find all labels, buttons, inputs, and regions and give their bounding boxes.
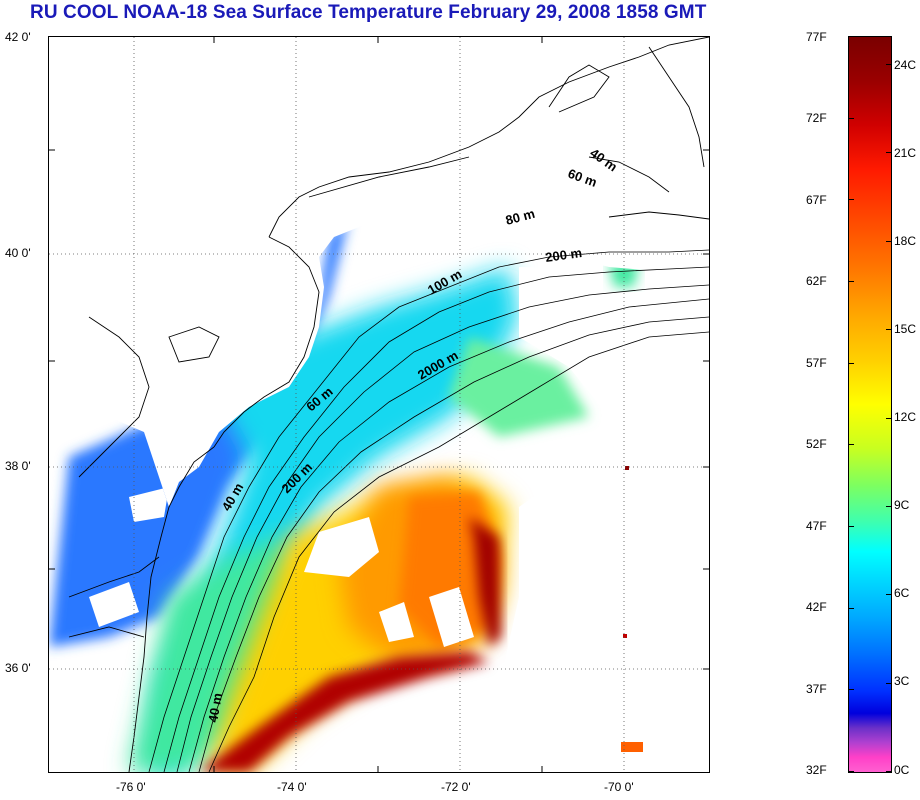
colorbar-f-label: 62F bbox=[806, 274, 827, 288]
colorbar-tick bbox=[886, 64, 892, 65]
colorbar-tick bbox=[848, 118, 854, 119]
colorbar-tick bbox=[886, 241, 892, 242]
colorbar-f-label: 32F bbox=[806, 763, 827, 777]
sst-map: 40 m 60 m 80 m 200 m 100 m 2000 m 60 m 2… bbox=[48, 36, 710, 773]
contour-label: 60 m bbox=[566, 166, 599, 190]
bathymetry-contours bbox=[148, 249, 709, 772]
lon-label: -74 0' bbox=[277, 780, 307, 794]
colorbar-c-label: 6C bbox=[894, 586, 910, 600]
coastline bbox=[68, 37, 709, 772]
contour-label: 40 m bbox=[205, 692, 225, 724]
colorbar-c-label: 21C bbox=[894, 146, 917, 160]
colorbar-tick bbox=[848, 444, 854, 445]
colorbar-tick bbox=[848, 689, 854, 690]
colorbar-f-label: 42F bbox=[806, 600, 827, 614]
colorbar-tick bbox=[848, 608, 854, 609]
colorbar-f-label: 67F bbox=[806, 193, 827, 207]
colorbar-tick bbox=[848, 199, 854, 200]
axis-ticks bbox=[49, 37, 709, 772]
colorbar-c-label: 24C bbox=[894, 58, 917, 72]
temperature-colorbar bbox=[848, 36, 892, 773]
colorbar-tick bbox=[848, 363, 854, 364]
lat-label: 36 0' bbox=[5, 661, 31, 675]
contour-label: 80 m bbox=[504, 206, 537, 228]
colorbar-f-label: 47F bbox=[806, 519, 827, 533]
colorbar-c-label: 15C bbox=[894, 322, 917, 336]
lon-label: -72 0' bbox=[441, 780, 471, 794]
colorbar-tick bbox=[886, 418, 892, 419]
colorbar-tick bbox=[886, 506, 892, 507]
sst-map-canvas: 40 m 60 m 80 m 200 m 100 m 2000 m 60 m 2… bbox=[49, 37, 709, 772]
map-grid bbox=[49, 37, 709, 772]
colorbar-f-label: 57F bbox=[806, 356, 827, 370]
colorbar-tick bbox=[848, 526, 854, 527]
colorbar-c-label: 12C bbox=[894, 410, 917, 424]
colorbar-tick bbox=[848, 281, 854, 282]
colorbar-f-label: 52F bbox=[806, 437, 827, 451]
colorbar-f-label: 77F bbox=[806, 30, 827, 44]
lat-label: 42 0' bbox=[5, 30, 31, 44]
colorbar-tick bbox=[886, 594, 892, 595]
colorbar-c-label: 0C bbox=[894, 763, 910, 777]
lat-label: 40 0' bbox=[5, 246, 31, 260]
colorbar-tick bbox=[886, 683, 892, 684]
lat-label: 38 0' bbox=[5, 459, 31, 473]
colorbar-tick bbox=[886, 152, 892, 153]
colorbar-f-label: 37F bbox=[806, 682, 827, 696]
lon-label: -70 0' bbox=[604, 780, 634, 794]
colorbar-tick bbox=[848, 771, 854, 772]
colorbar-c-label: 18C bbox=[894, 234, 917, 248]
colorbar-c-label: 3C bbox=[894, 674, 910, 688]
colorbar-c-label: 9C bbox=[894, 498, 910, 512]
colorbar-tick bbox=[886, 329, 892, 330]
sst-field bbox=[49, 209, 709, 772]
map-title: RU COOL NOAA-18 Sea Surface Temperature … bbox=[30, 2, 707, 23]
colorbar-tick bbox=[848, 36, 854, 37]
contour-label: 200 m bbox=[544, 245, 583, 265]
colorbar-tick bbox=[886, 771, 892, 772]
lon-label: -76 0' bbox=[116, 780, 146, 794]
contour-label: 40 m bbox=[587, 145, 620, 174]
colorbar-f-label: 72F bbox=[806, 111, 827, 125]
